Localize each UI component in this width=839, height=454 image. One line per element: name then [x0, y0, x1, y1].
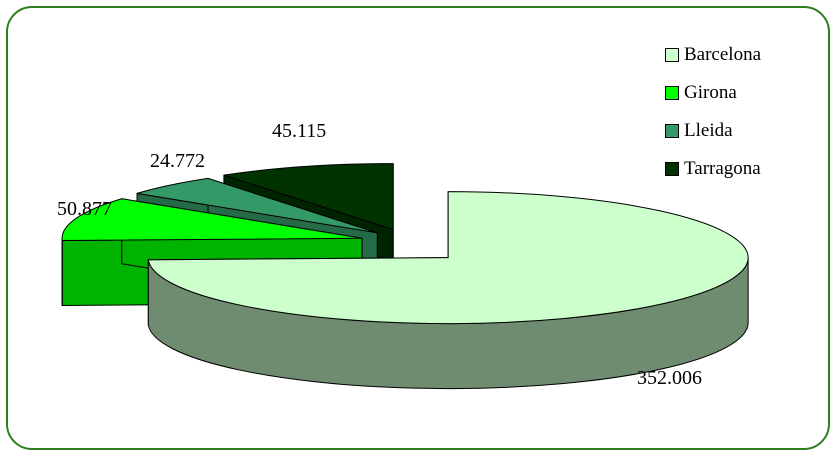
legend-item-lleida: Lleida: [665, 112, 761, 150]
legend-label: Girona: [684, 82, 737, 103]
legend-item-tarragona: Tarragona: [665, 150, 761, 188]
legend-swatch: [665, 48, 679, 62]
legend-swatch: [665, 162, 679, 176]
legend-item-girona: Girona: [665, 74, 761, 112]
data-label-lleida: 24.772: [150, 150, 205, 172]
legend-item-barcelona: Barcelona: [665, 36, 761, 74]
chart-legend: Barcelona Girona Lleida Tarragona: [665, 36, 761, 188]
slice-top: [223, 163, 394, 231]
legend-swatch: [665, 124, 679, 138]
data-label-barcelona: 352.006: [637, 367, 702, 389]
data-label-girona: 50.877: [57, 198, 112, 220]
legend-label: Barcelona: [684, 44, 762, 65]
legend-label: Lleida: [684, 120, 733, 141]
pie-slice-girona: [61, 198, 363, 307]
slice-top: [136, 177, 378, 234]
legend-swatch: [665, 86, 679, 100]
slice-top: [61, 198, 363, 242]
pie-slice-barcelona: [147, 191, 749, 390]
slice-top: [147, 191, 749, 325]
data-label-tarragona: 45.115: [272, 120, 327, 142]
legend-label: Tarragona: [684, 158, 761, 179]
